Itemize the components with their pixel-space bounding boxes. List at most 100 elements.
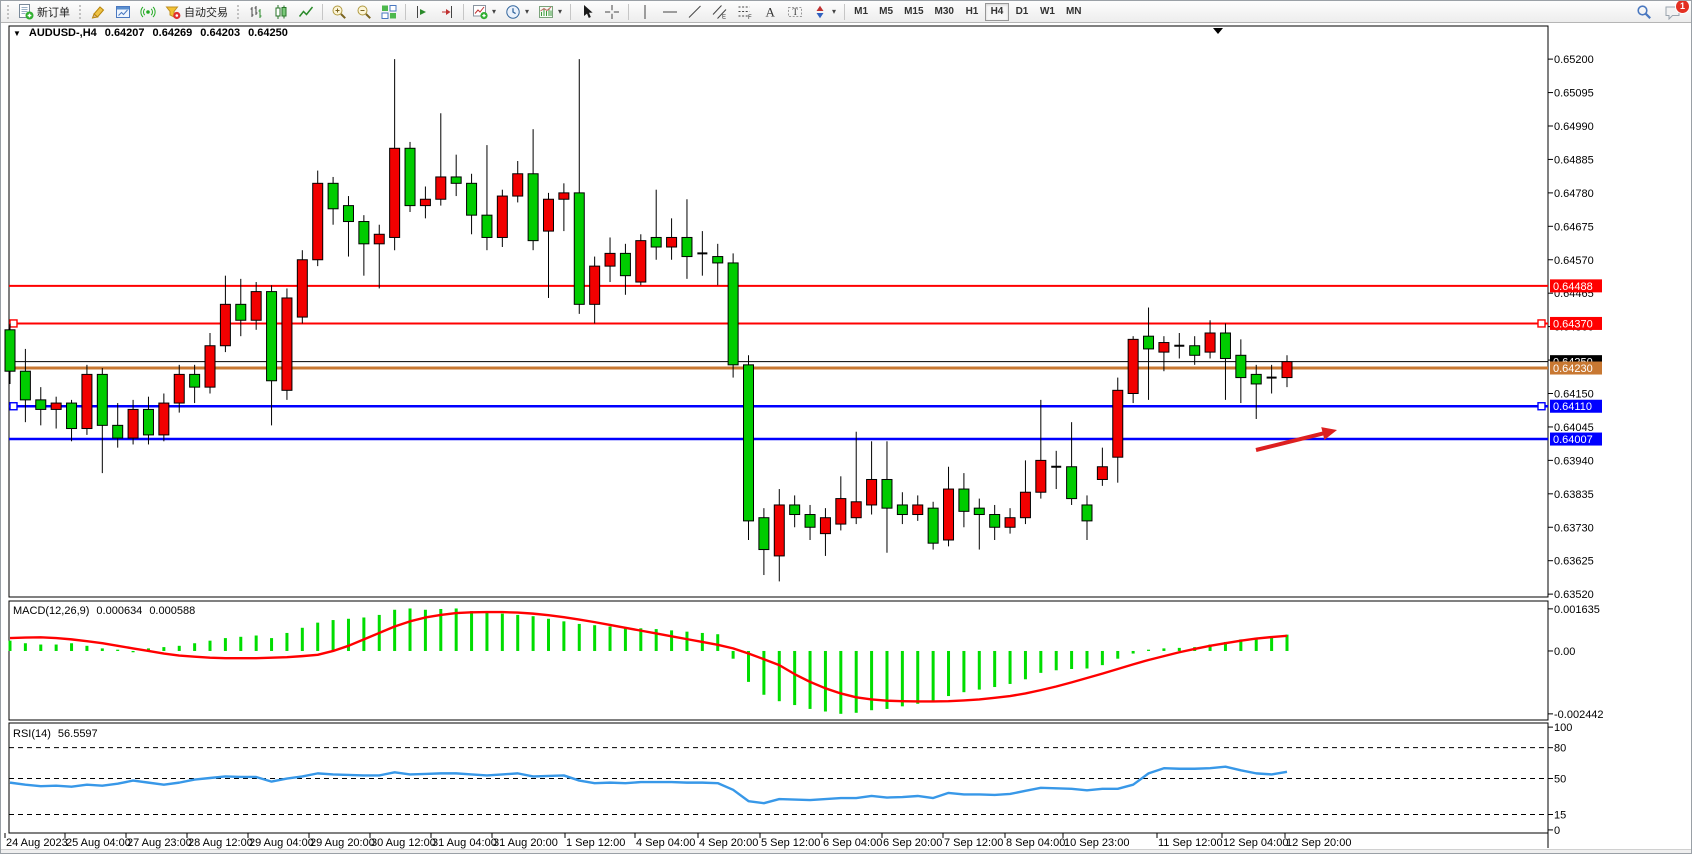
line-handle[interactable] — [1537, 319, 1546, 328]
line-chart-icon — [298, 4, 314, 20]
time-label: 27 Aug 23:00 — [127, 837, 192, 849]
line-handle[interactable] — [9, 402, 18, 411]
chart-shift-marker[interactable] — [1213, 28, 1223, 34]
time-label: 12 Sep 20:00 — [1286, 837, 1351, 849]
price-line-box[interactable] — [1550, 361, 1602, 375]
time-label: 24 Aug 2023 — [6, 837, 68, 849]
signal-button[interactable] — [136, 2, 160, 22]
tile-windows-button[interactable] — [377, 2, 401, 22]
macd-histogram-bar — [1208, 644, 1212, 651]
channel-tool-button[interactable]: E — [708, 2, 732, 22]
macd-histogram-bar — [270, 638, 274, 651]
candlestick-chart-button[interactable] — [269, 2, 293, 22]
new-order-button[interactable]: 新订单 — [14, 2, 74, 22]
timeframe-D1[interactable]: D1 — [1010, 3, 1034, 21]
fibonacci-tool-button[interactable]: F — [733, 2, 757, 22]
auto-trading-button[interactable]: 自动交易 — [161, 2, 232, 22]
timeframe-bar: M1 M5 M15 M30 H1 H4 D1 W1 MN — [849, 2, 1087, 21]
ohlc-high: 0.64269 — [152, 27, 193, 39]
horizontal-line-tool-button[interactable] — [658, 2, 682, 22]
line-handle[interactable] — [9, 319, 18, 328]
styler-button[interactable] — [86, 2, 110, 22]
text-label-tool-button[interactable]: T — [783, 2, 807, 22]
templates-button[interactable]: ▾ — [534, 2, 566, 22]
trendline-tool-button[interactable] — [683, 2, 707, 22]
candle — [589, 265, 601, 305]
chart-area[interactable]: 0.65200 0.65095 0.64990 0.64885 0.64780 0.646… — [1, 23, 1691, 853]
rsi-axis-label: 80 — [1554, 743, 1566, 755]
cursor-tool-button[interactable] — [575, 2, 599, 22]
chart-window-button[interactable] — [111, 2, 135, 22]
timeframe-H4[interactable]: H4 — [984, 2, 1009, 21]
candle — [666, 236, 678, 248]
annotation-arrow[interactable] — [1255, 429, 1330, 452]
text-tool-button[interactable]: A — [758, 2, 782, 22]
macd-histogram-bar — [1254, 637, 1258, 651]
arrows-tool-button[interactable]: ▾ — [808, 2, 840, 22]
timeframe-MN[interactable]: MN — [1061, 3, 1087, 21]
svg-text:A: A — [766, 4, 776, 19]
time-label: 29 Aug 20:00 — [310, 837, 375, 849]
crosshair-tool-button[interactable] — [600, 2, 624, 22]
toolbar-grip — [236, 3, 240, 20]
candle — [850, 501, 862, 519]
timeframe-M5[interactable]: M5 — [874, 3, 898, 21]
chart-shift-button[interactable] — [410, 2, 434, 22]
timeframe-M30[interactable]: M30 — [930, 3, 959, 21]
signal-icon — [140, 4, 156, 20]
line-chart-button[interactable] — [294, 2, 318, 22]
candle — [650, 236, 662, 248]
zoom-in-button[interactable] — [327, 2, 351, 22]
macd-histogram-bar — [747, 650, 751, 682]
line-handle[interactable] — [1537, 402, 1546, 411]
candle — [1158, 342, 1170, 353]
ohlc-open: 0.64207 — [104, 27, 145, 39]
macd-histogram-bar — [1070, 650, 1074, 669]
notifications-button[interactable]: 1 — [1660, 1, 1690, 22]
candle — [743, 364, 755, 522]
candle — [50, 402, 62, 410]
candle — [512, 173, 524, 197]
search-button[interactable] — [1632, 2, 1656, 22]
candle — [1019, 491, 1031, 519]
search-icon — [1636, 4, 1652, 20]
timeframe-W1[interactable]: W1 — [1035, 3, 1060, 21]
time-label: 6 Sep 20:00 — [883, 837, 942, 849]
rsi-axis-label: 50 — [1554, 774, 1566, 786]
symbol-dropdown-icon[interactable]: ▼ — [13, 28, 21, 38]
price-line-box[interactable] — [1550, 432, 1602, 446]
rsi-indicator-label: RSI(14) 56.5597 — [13, 728, 98, 740]
candle — [81, 373, 93, 430]
timeframe-H1[interactable]: H1 — [960, 3, 984, 21]
candle — [404, 147, 416, 207]
macd-histogram-bar — [39, 644, 43, 651]
candle — [1235, 354, 1247, 379]
auto-scroll-button[interactable] — [435, 2, 459, 22]
timeframe-M15[interactable]: M15 — [899, 3, 928, 21]
svg-text:E: E — [722, 14, 726, 20]
macd-histogram-bar — [962, 650, 966, 693]
zoom-out-button[interactable] — [352, 2, 376, 22]
candle — [158, 402, 170, 436]
candle — [758, 517, 770, 551]
timeframe-M1[interactable]: M1 — [849, 3, 873, 21]
macd-histogram-bar — [1023, 650, 1027, 680]
macd-histogram-bar — [562, 621, 566, 651]
macd-histogram-bar — [239, 636, 243, 651]
candle — [635, 240, 647, 283]
candle — [189, 373, 201, 388]
price-line-box[interactable] — [1550, 399, 1602, 413]
macd-histogram-bar — [854, 650, 858, 713]
price-line-box[interactable] — [1550, 279, 1602, 293]
macd-name: MACD(12,26,9) — [13, 605, 90, 617]
macd-histogram-bar — [670, 630, 674, 651]
candles-layer — [4, 59, 1293, 582]
periods-button[interactable]: ▾ — [501, 2, 533, 22]
indicators-button[interactable]: ▾ — [468, 2, 500, 22]
macd-histogram-bar — [1039, 650, 1043, 673]
bar-chart-button[interactable] — [244, 2, 268, 22]
vertical-line-tool-button[interactable] — [633, 2, 657, 22]
price-line-box[interactable] — [1550, 316, 1602, 330]
